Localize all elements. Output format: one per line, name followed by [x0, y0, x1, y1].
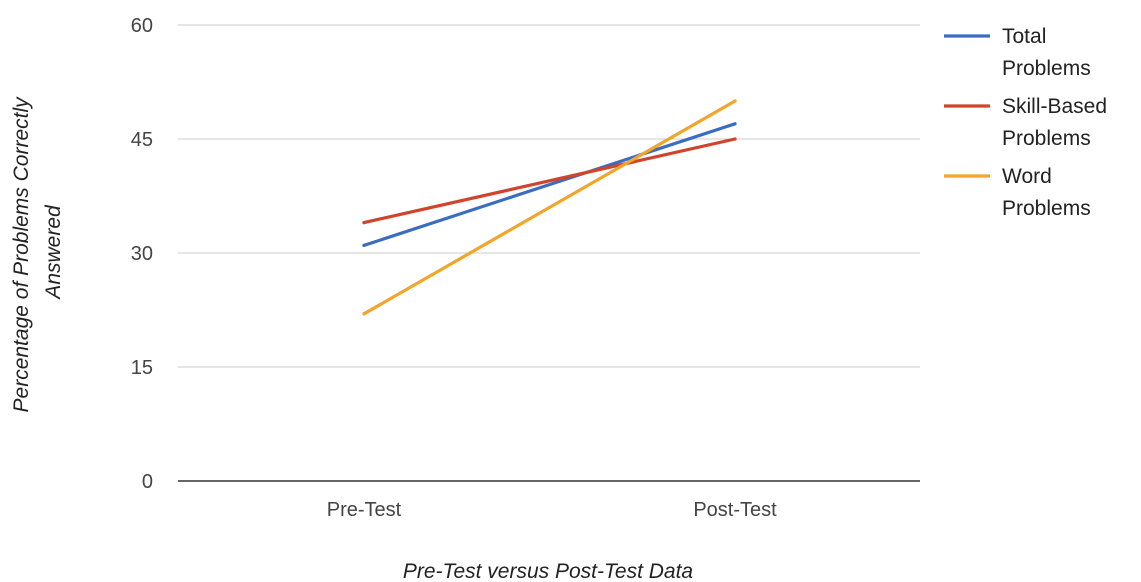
y-tick-label: 60	[131, 15, 153, 37]
x-axis-title: Pre-Test versus Post-Test Data	[403, 560, 693, 582]
legend: Total Problems Skill-Based Problems Word Prob…	[944, 25, 1107, 220]
data-point	[362, 312, 366, 316]
data-point	[733, 122, 737, 126]
y-tick-label: 0	[142, 471, 153, 493]
series-line	[362, 122, 737, 247]
y-tick-label: 30	[131, 243, 153, 265]
y-tick-label: 15	[131, 357, 153, 379]
series-lines	[362, 99, 737, 316]
y-axis-ticks: 0 15 30 45 60	[131, 15, 153, 493]
x-axis-ticks: Pre-Test Post-Test	[327, 499, 777, 521]
y-axis-title: Percentage of Problems Correctly Answere…	[10, 92, 65, 413]
series-line	[362, 99, 737, 316]
y-axis-title-line-1: Percentage of Problems Correctly	[10, 96, 33, 413]
legend-label: Word	[1002, 165, 1052, 188]
data-point	[733, 99, 737, 103]
legend-label: Problems	[1002, 57, 1091, 80]
legend-label: Problems	[1002, 197, 1091, 220]
y-tick-label: 45	[131, 129, 153, 151]
series-line	[362, 137, 737, 225]
data-point	[362, 243, 366, 247]
legend-label: Total	[1002, 25, 1046, 48]
legend-label: Problems	[1002, 127, 1091, 150]
y-axis-title-line-2: Answered	[42, 204, 65, 301]
gridlines	[178, 24, 920, 368]
x-tick-label: Pre-Test	[327, 499, 402, 521]
legend-label: Skill-Based	[1002, 95, 1107, 118]
x-tick-label: Post-Test	[693, 499, 777, 521]
data-point	[362, 221, 366, 225]
data-point	[733, 137, 737, 141]
